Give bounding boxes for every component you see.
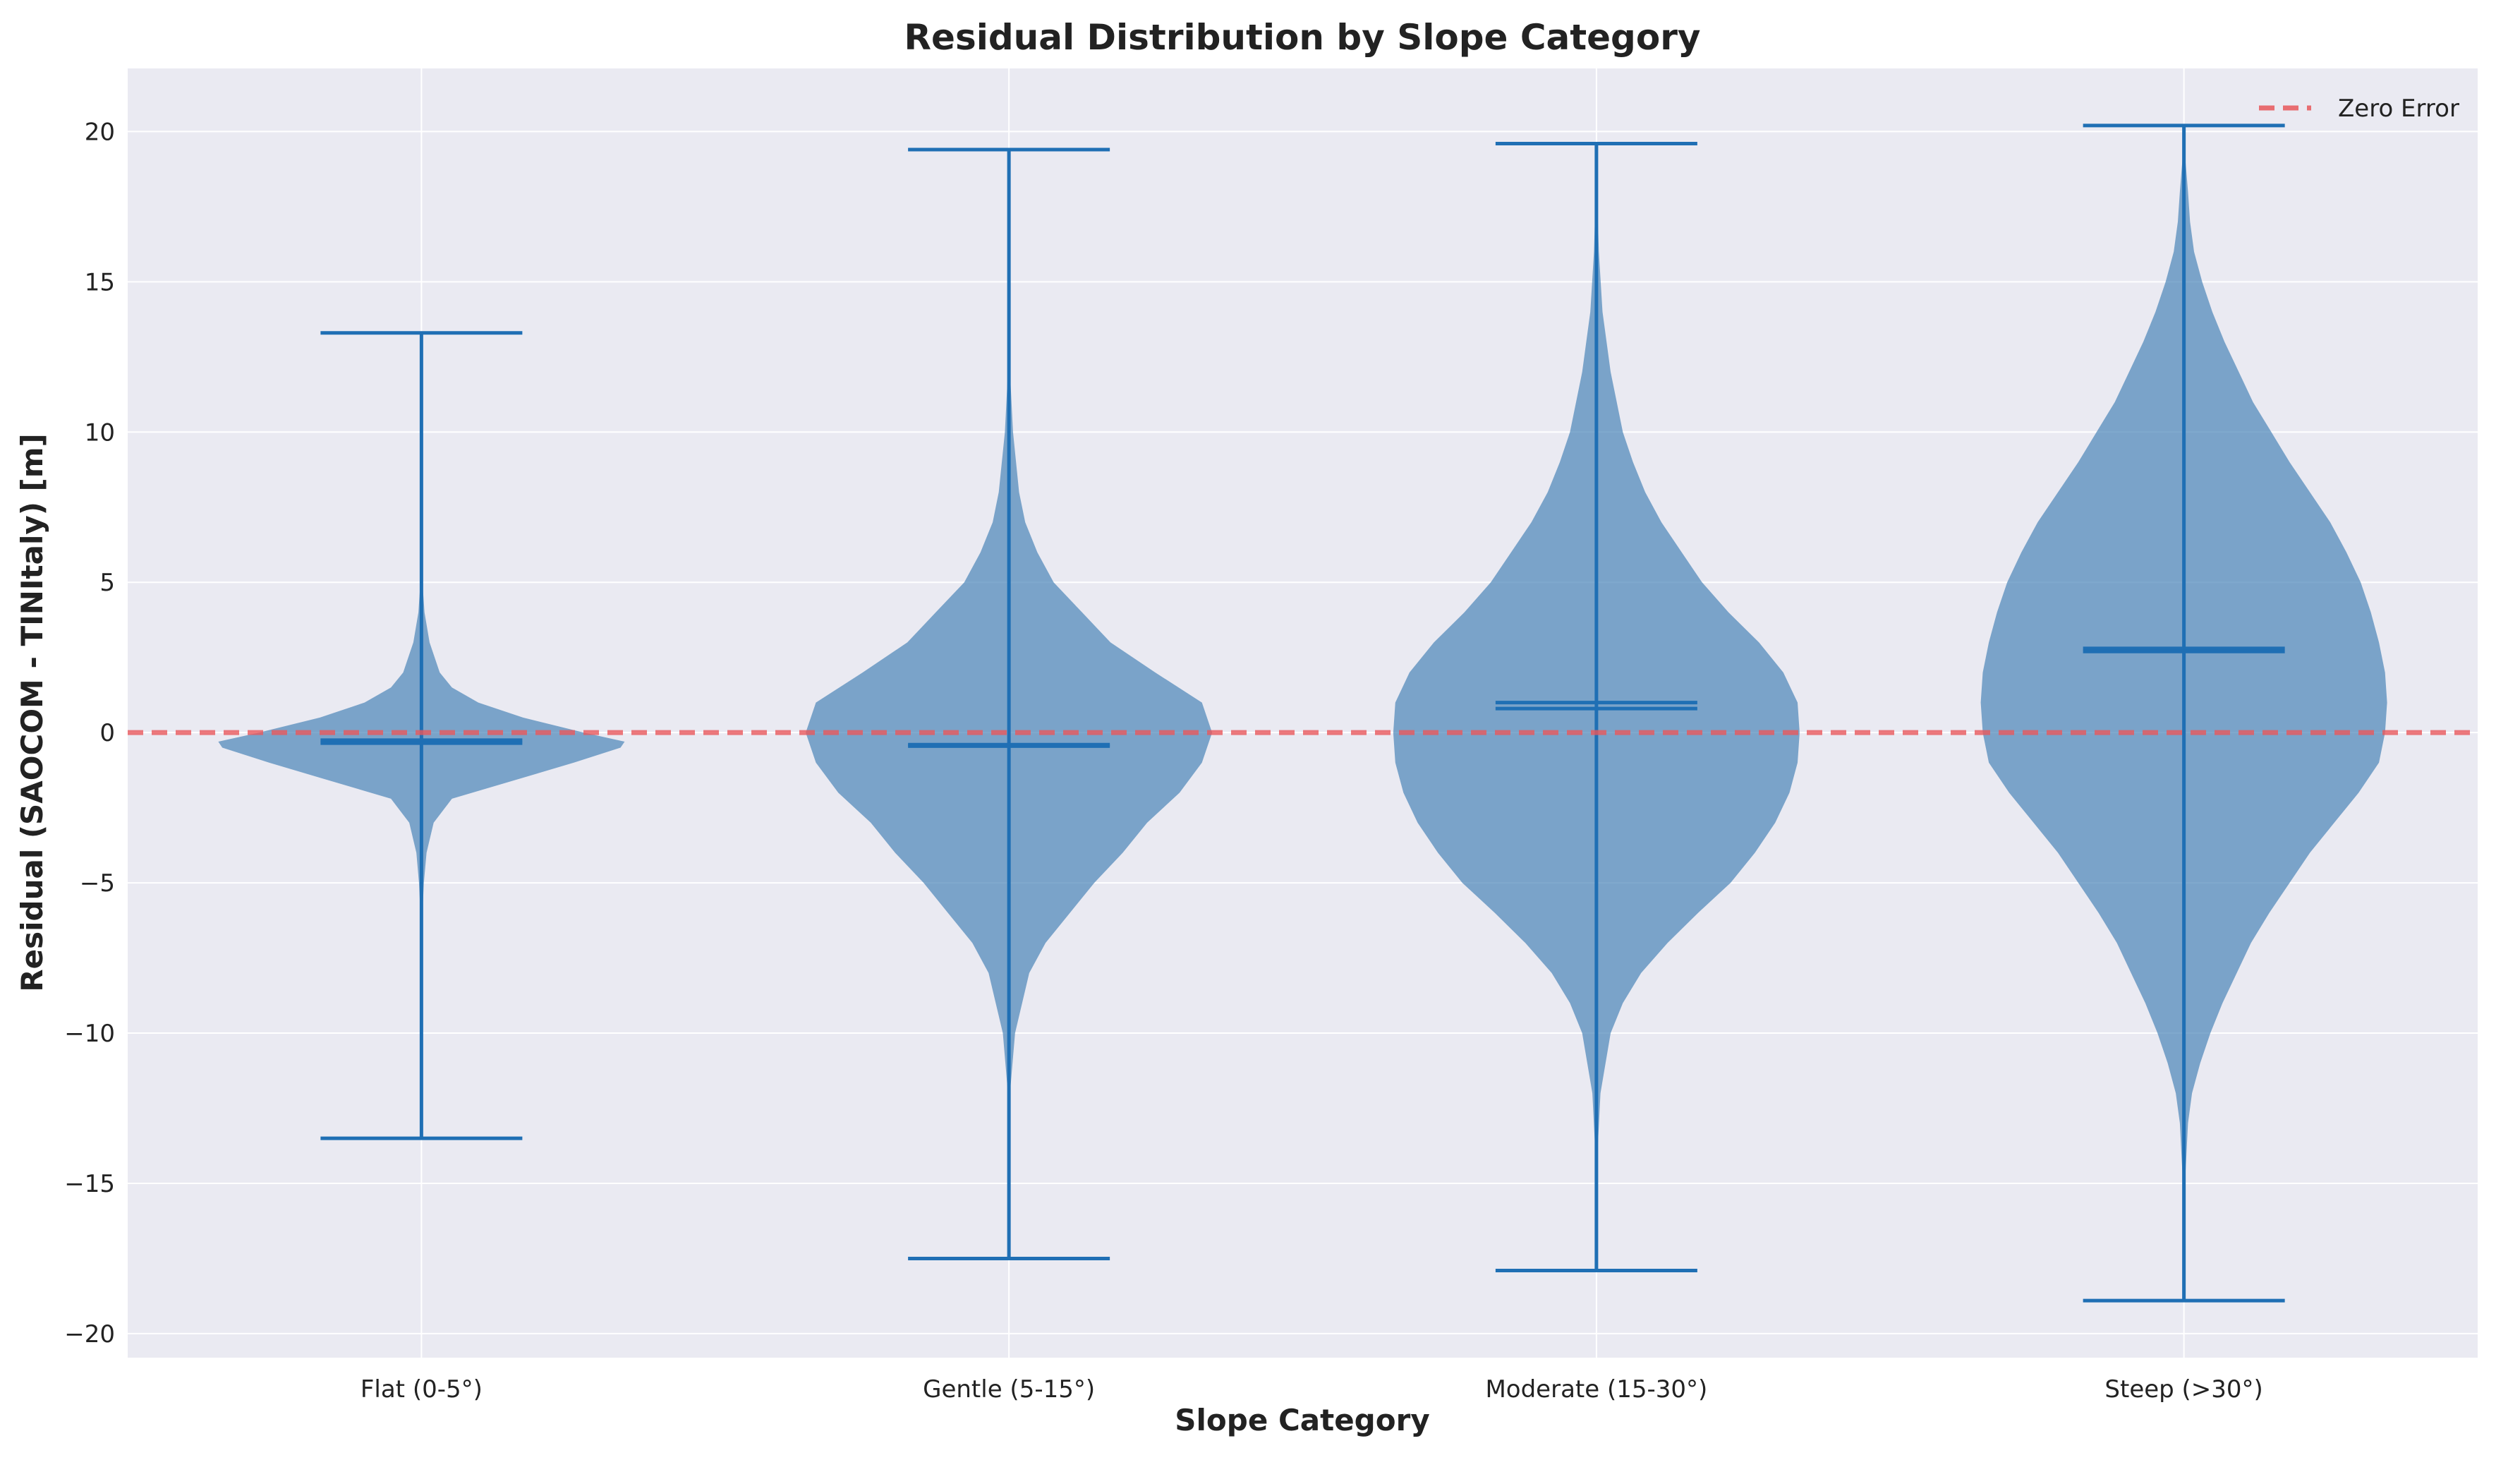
chart-title: Residual Distribution by Slope Category xyxy=(904,17,1701,58)
x-tick-label: Steep (>30°) xyxy=(2104,1375,2262,1404)
x-tick-label: Gentle (5-15°) xyxy=(923,1375,1095,1404)
axis-ticks: −20 −15 −10 −5 0 5 10 15 20 Flat (0-5°) Gentle (5-… xyxy=(64,118,2263,1404)
x-tick-label: Flat (0-5°) xyxy=(361,1375,483,1404)
y-tick-label: 10 xyxy=(85,418,115,447)
y-axis-label: Residual (SAOCOM - TINItaly) [m] xyxy=(15,433,49,991)
x-axis-label: Slope Category xyxy=(1175,1403,1429,1437)
y-tick-label: 5 xyxy=(99,569,115,597)
legend: Zero Error xyxy=(2259,95,2459,123)
y-tick-label: −15 xyxy=(64,1170,115,1198)
y-tick-label: −5 xyxy=(80,869,115,898)
y-tick-label: 15 xyxy=(85,268,115,296)
y-tick-label: 0 xyxy=(99,719,115,747)
y-tick-label: −10 xyxy=(64,1020,115,1048)
y-tick-label: 20 xyxy=(85,118,115,146)
legend-zero-error-label: Zero Error xyxy=(2338,95,2459,123)
violins xyxy=(218,123,2387,1303)
x-tick-label: Moderate (15-30°) xyxy=(1485,1375,1707,1404)
y-tick-label: −20 xyxy=(64,1320,115,1349)
